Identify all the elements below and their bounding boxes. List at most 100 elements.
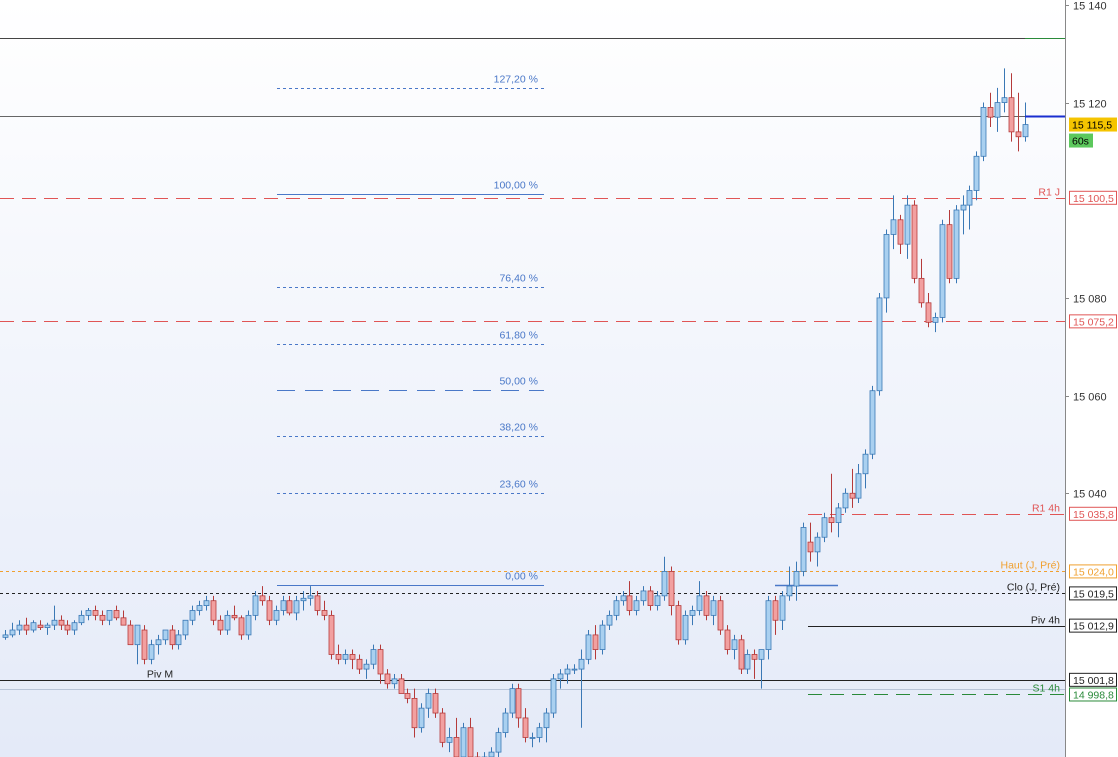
candle-body	[439, 712, 446, 743]
candle	[814, 532, 821, 567]
axis-tick-label: 15 080	[1073, 294, 1107, 306]
candle-body	[890, 219, 897, 235]
fibonacci-retracement: 127,20 % 100,00 % 76,40 % 61,80 % 50,00 % 38,…	[277, 74, 838, 587]
candle-body	[349, 654, 356, 660]
candle	[141, 625, 148, 665]
candle	[731, 634, 738, 660]
candle-body	[925, 302, 932, 323]
candle-body	[724, 629, 731, 650]
candle-body	[855, 473, 862, 499]
candle-body	[953, 209, 960, 279]
candle	[904, 195, 911, 259]
candle-body	[980, 107, 987, 157]
candle	[710, 595, 717, 626]
candle-body	[314, 595, 321, 611]
candle-body	[328, 614, 335, 655]
candle	[668, 566, 675, 616]
candle-body	[633, 600, 640, 611]
candle-body	[300, 597, 307, 602]
candle	[245, 610, 252, 640]
axis-tick-label: 15 140	[1073, 1, 1107, 13]
candle-body	[717, 600, 724, 631]
candle	[432, 688, 439, 718]
level-tag-box	[1069, 586, 1117, 601]
candle	[134, 624, 141, 665]
price-tags: 15 100,5 15 075,2 15 035,8 15 024,0 15 019,5…	[1025, 38, 1117, 702]
candle-body	[9, 629, 16, 636]
candle	[883, 229, 890, 313]
candle	[370, 644, 377, 670]
candle	[1001, 68, 1008, 113]
fib-label-23-60: 23,60 %	[499, 479, 538, 491]
candle	[106, 610, 113, 626]
candle	[654, 590, 661, 611]
fib-label-0-00: 0,00 %	[505, 571, 538, 583]
fib-label-38-20: 38,20 %	[499, 422, 538, 434]
candle-body	[550, 678, 557, 714]
candle	[751, 649, 758, 679]
candle-body	[134, 624, 141, 646]
candle	[16, 620, 23, 635]
candle	[175, 630, 182, 650]
candle-body	[460, 727, 467, 757]
candle	[717, 595, 724, 635]
candle	[495, 727, 502, 757]
level-tag-box	[1069, 506, 1117, 521]
candle	[64, 620, 71, 635]
candle-body	[231, 614, 238, 619]
candle-body	[155, 639, 162, 646]
candle-body	[883, 234, 890, 299]
candle	[876, 293, 883, 396]
axis-tick-label: 15 120	[1073, 99, 1107, 111]
candle	[384, 669, 391, 689]
candle	[44, 622, 51, 635]
candle-body	[85, 610, 92, 616]
candle-body	[293, 600, 300, 614]
candle-body	[16, 624, 23, 631]
candle-body	[522, 717, 529, 738]
candle	[37, 620, 44, 631]
candle	[599, 620, 606, 655]
candle	[696, 581, 703, 616]
candle-body	[585, 634, 592, 660]
candle-body	[384, 673, 391, 685]
candle-body	[127, 624, 134, 646]
candle	[557, 669, 564, 689]
level-tag: 15 100,5	[1073, 193, 1114, 205]
candle-body	[529, 737, 536, 739]
candle-body	[876, 297, 883, 392]
candle	[925, 293, 932, 328]
fib-label-61-80: 61,80 %	[499, 330, 538, 342]
candle-body	[58, 619, 65, 626]
candle-body	[973, 155, 980, 191]
fib-label-50-00: 50,00 %	[499, 376, 538, 388]
candle-body	[946, 224, 953, 279]
candle	[939, 219, 946, 323]
candle	[828, 473, 835, 533]
candle-body	[578, 658, 585, 670]
candle	[78, 610, 85, 626]
candle-body	[918, 277, 925, 304]
candle	[973, 151, 980, 201]
candle-body	[398, 678, 405, 694]
candle	[127, 620, 134, 646]
candle-body	[862, 453, 869, 475]
candle-body	[217, 619, 224, 631]
candle-body	[509, 688, 516, 714]
candle	[321, 600, 328, 621]
candle-body	[37, 624, 44, 628]
candle	[467, 717, 474, 757]
candle	[92, 605, 99, 621]
level-label-piv-m: Piv M	[147, 669, 173, 681]
candle	[203, 595, 210, 611]
candle	[314, 590, 321, 616]
candle	[252, 590, 259, 621]
candle	[460, 722, 467, 757]
level-label-clo-j-pr: Clo (J, Pré)	[1007, 582, 1060, 594]
candle-body	[689, 610, 696, 616]
candle	[994, 87, 1001, 132]
level-tag-box	[1069, 672, 1117, 687]
candle-body	[966, 190, 973, 206]
level-tag-box	[1069, 314, 1117, 329]
